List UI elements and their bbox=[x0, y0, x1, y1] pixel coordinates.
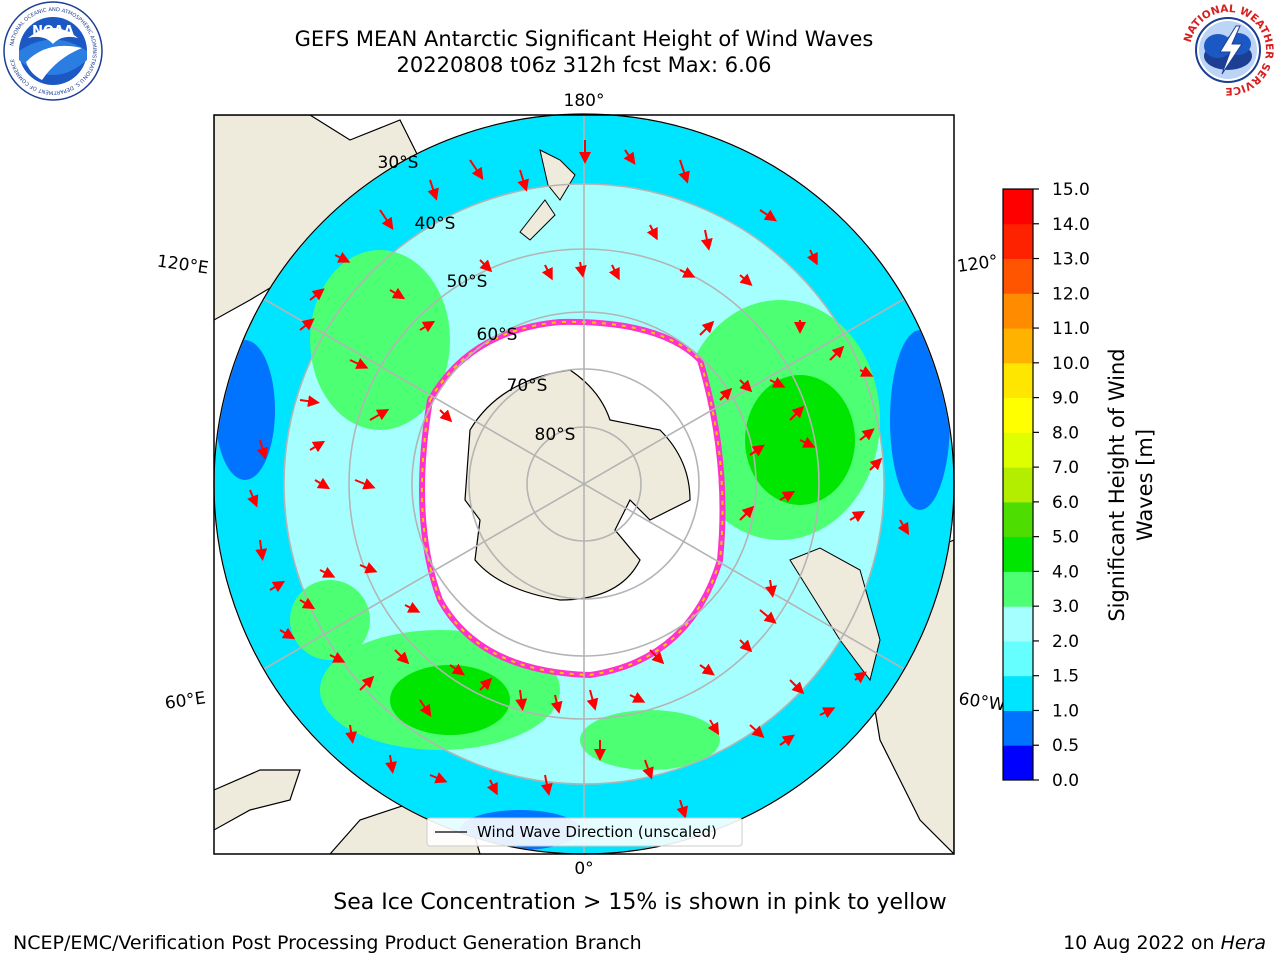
colorbar-tick-label: 1.0 bbox=[1052, 701, 1079, 721]
colorbar-tick-label: 12.0 bbox=[1052, 284, 1090, 304]
wind-wave-arrows bbox=[247, 140, 910, 819]
colorbar-bin bbox=[1003, 501, 1033, 538]
footer-credit: NCEP/EMC/Verification Post Processing Pr… bbox=[13, 932, 642, 954]
legend-label: Wind Wave Direction (unscaled) bbox=[477, 823, 717, 841]
colorbar-tick-label: 2.0 bbox=[1052, 632, 1079, 652]
colorbar-tick-label: 11.0 bbox=[1052, 319, 1090, 339]
colorbar-tick-label: 15.0 bbox=[1052, 180, 1090, 200]
colorbar-bin bbox=[1003, 258, 1033, 294]
colorbar-tick-label: 0.5 bbox=[1052, 736, 1079, 756]
lat-label-50s: 50°S bbox=[447, 272, 488, 292]
lon-label-120e: 120°E bbox=[156, 252, 210, 279]
colorbar-bin bbox=[1003, 467, 1033, 503]
map-subtitle: 20220808 t06z 312h fcst Max: 6.06 bbox=[396, 53, 772, 77]
colorbar-bin bbox=[1003, 397, 1033, 433]
colorbar-frame bbox=[1002, 188, 1034, 781]
sea-ice-and-antarctica bbox=[419, 318, 726, 679]
colorbar-bin bbox=[1003, 293, 1033, 329]
lon-label-0: 0° bbox=[574, 859, 593, 879]
colorbar-bin bbox=[1003, 432, 1033, 468]
nws-logo-icon: NATIONAL WEATHER SERVICE bbox=[1180, 2, 1276, 98]
colorbar-tick-label: 0.0 bbox=[1052, 771, 1079, 791]
sea-ice-note: Sea Ice Concentration > 15% is shown in … bbox=[333, 890, 947, 915]
colorbar-tick-label: 13.0 bbox=[1052, 250, 1090, 270]
colorbar: 0.0 0.5 1.0 1.5 2.0 3.0 4.0 5.0 6.0 7.0 8.0 9.0 10.0… bbox=[1002, 180, 1090, 791]
lon-label-120w: 120° bbox=[956, 251, 999, 277]
lat-label-40s: 40°S bbox=[415, 214, 456, 234]
colorbar-bin bbox=[1003, 362, 1033, 399]
colorbar-bin bbox=[1003, 189, 1033, 225]
colorbar-bin bbox=[1003, 640, 1033, 677]
colorbar-label-line1: Significant Height of Wind bbox=[1105, 348, 1129, 621]
lat-label-80s: 80°S bbox=[535, 425, 576, 445]
colorbar-tick-label: 3.0 bbox=[1052, 597, 1079, 617]
colorbar-tick-label: 10.0 bbox=[1052, 354, 1090, 374]
lat-label-60s: 60°S bbox=[477, 325, 518, 345]
colorbar-bin bbox=[1003, 328, 1033, 364]
colorbar-bin bbox=[1003, 675, 1033, 711]
colorbar-tick-label: 8.0 bbox=[1052, 423, 1079, 443]
colorbar-bin bbox=[1003, 745, 1033, 781]
plot-frame bbox=[213, 114, 955, 855]
noaa-logo-icon: NOAA NATIONAL OCEANIC AND ATMOSPHERIC AD… bbox=[3, 1, 103, 101]
map-legend: Wind Wave Direction (unscaled) bbox=[426, 817, 743, 847]
lat-label-70s: 70°S bbox=[507, 376, 548, 396]
colorbar-bin bbox=[1003, 606, 1033, 642]
map-title: GEFS MEAN Antarctic Significant Height o… bbox=[294, 27, 874, 51]
colorbar-tick-label: 1.5 bbox=[1052, 667, 1079, 687]
footer-host: Hera bbox=[1220, 932, 1266, 954]
colorbar-tick-label: 7.0 bbox=[1052, 458, 1079, 478]
colorbar-tick-label: 14.0 bbox=[1052, 215, 1090, 235]
colorbar-bin bbox=[1003, 536, 1033, 572]
footer-date: 10 Aug 2022 on Hera bbox=[1063, 932, 1266, 954]
lat-label-30s: 30°S bbox=[378, 153, 419, 173]
svg-text:NOAA: NOAA bbox=[32, 24, 74, 39]
lon-label-60e: 60°E bbox=[164, 688, 207, 713]
colorbar-bin bbox=[1003, 571, 1033, 607]
lon-label-180: 180° bbox=[564, 91, 605, 111]
colorbar-tick-label: 9.0 bbox=[1052, 389, 1079, 409]
colorbar-tick-label: 4.0 bbox=[1052, 562, 1079, 582]
colorbar-label-line2: Waves [m] bbox=[1133, 429, 1157, 541]
colorbar-bin bbox=[1003, 223, 1033, 260]
colorbar-bin bbox=[1003, 710, 1033, 746]
lon-label-60w: 60°W bbox=[957, 689, 1006, 715]
graticule bbox=[214, 114, 954, 854]
colorbar-tick-label: 6.0 bbox=[1052, 493, 1079, 513]
colorbar-tick-label: 5.0 bbox=[1052, 528, 1079, 548]
